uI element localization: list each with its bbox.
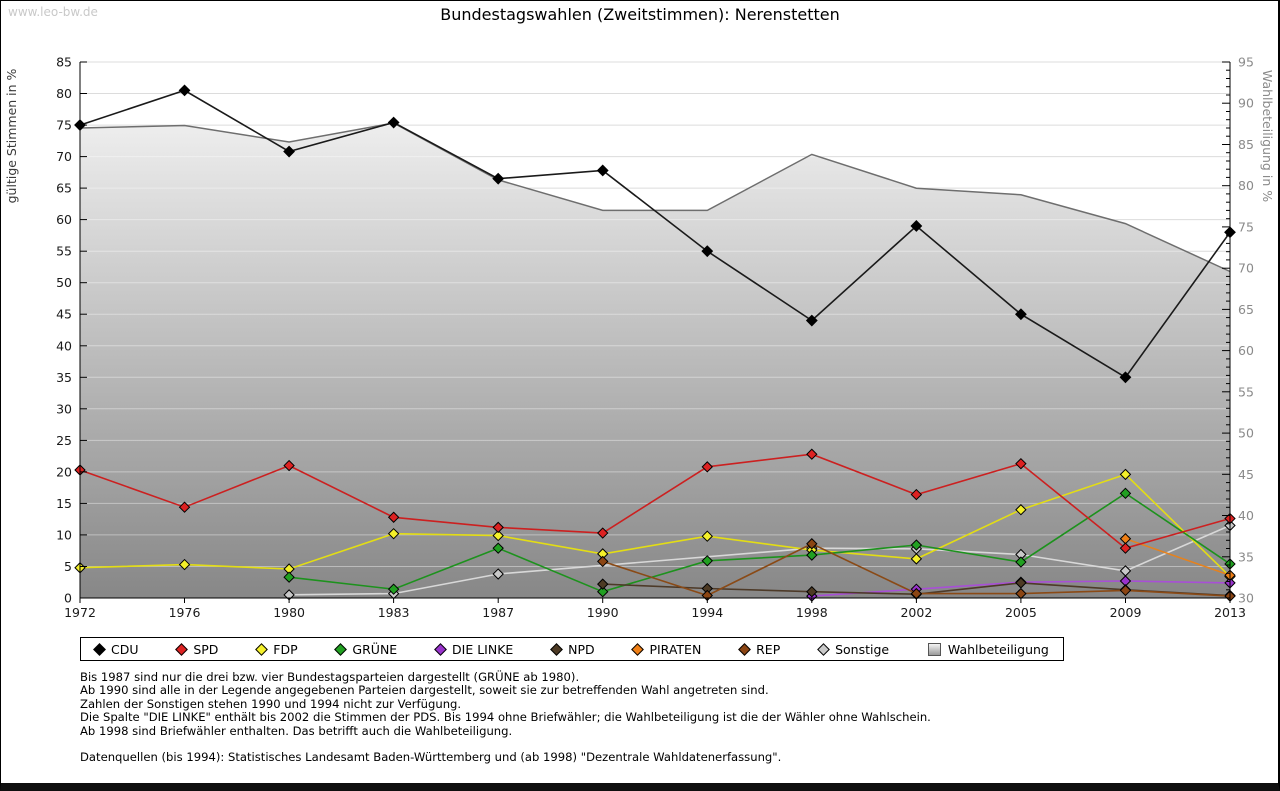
legend-label: Sonstige <box>835 641 890 657</box>
diamond-swatch-icon <box>738 642 751 656</box>
svg-text:55: 55 <box>56 244 72 259</box>
svg-text:15: 15 <box>56 496 72 511</box>
data-source-line: Datenquellen (bis 1994): Statistisches L… <box>80 750 782 765</box>
svg-text:1980: 1980 <box>273 605 305 620</box>
footnote-line: Bis 1987 sind nur die drei bzw. vier Bun… <box>80 670 580 684</box>
diamond-swatch-icon <box>817 642 830 656</box>
svg-text:75: 75 <box>1238 219 1254 234</box>
election-line-chart: 0 5 10 15 20 25 30 35 40 45 50 55 60 65 70 75 80 85 30 35 40… <box>4 55 1275 621</box>
svg-text:60: 60 <box>56 212 72 227</box>
legend-item-cdu: CDU <box>93 641 139 657</box>
svg-text:1972: 1972 <box>64 605 96 620</box>
diamond-swatch-icon <box>175 642 189 656</box>
svg-text:35: 35 <box>56 370 72 385</box>
svg-text:50: 50 <box>1238 426 1254 441</box>
legend-item-rep: REP <box>738 641 781 657</box>
svg-text:20: 20 <box>56 464 72 479</box>
svg-text:10: 10 <box>56 527 72 542</box>
svg-text:60: 60 <box>1238 343 1254 358</box>
svg-text:2013: 2013 <box>1214 605 1246 620</box>
legend-label: CDU <box>111 641 139 657</box>
chart-legend: CDU SPD FDP GRÜNE DIE LINKE NPD PIRATEN REP Sons… <box>80 637 1064 661</box>
legend-item-spd: SPD <box>175 641 219 657</box>
diamond-swatch-icon <box>255 642 269 656</box>
diamond-swatch-icon <box>631 642 645 656</box>
legend-item-grüne: GRÜNE <box>334 641 398 657</box>
footnote-line: Zahlen der Sonstigen stehen 1990 und 199… <box>80 696 462 711</box>
svg-text:Wahlbeteiligung in %: Wahlbeteiligung in % <box>1260 70 1275 202</box>
svg-text:80: 80 <box>1238 178 1254 193</box>
svg-text:75: 75 <box>56 118 72 133</box>
legend-label: GRÜNE <box>352 641 398 657</box>
svg-text:1994: 1994 <box>691 605 723 620</box>
svg-text:0: 0 <box>64 591 72 606</box>
svg-text:95: 95 <box>1238 55 1254 70</box>
legend-label: DIE LINKE <box>452 641 514 657</box>
legend-label: REP <box>756 641 781 657</box>
svg-text:5: 5 <box>64 559 72 574</box>
diamond-swatch-icon <box>434 642 447 656</box>
diamond-swatch-icon <box>334 642 348 656</box>
svg-text:85: 85 <box>1238 137 1254 152</box>
svg-text:85: 85 <box>56 55 72 70</box>
svg-text:55: 55 <box>1238 384 1254 399</box>
legend-label: NPD <box>568 641 595 657</box>
footnote-line: Ab 1990 sind alle in der Legende angegeb… <box>80 683 769 698</box>
svg-text:25: 25 <box>56 433 72 448</box>
legend-item-fdp: FDP <box>255 641 298 657</box>
footnote-line: Die Spalte "DIE LINKE" enthält bis 2002 … <box>80 710 931 725</box>
svg-text:2002: 2002 <box>900 605 932 620</box>
svg-text:1983: 1983 <box>378 605 410 620</box>
participation-swatch-icon <box>927 642 941 656</box>
svg-text:45: 45 <box>1238 467 1254 482</box>
legend-item-piraten: PIRATEN <box>631 641 702 657</box>
svg-text:30: 30 <box>56 401 72 416</box>
legend-label: SPD <box>193 641 219 657</box>
svg-text:70: 70 <box>1238 261 1254 276</box>
svg-text:1998: 1998 <box>796 605 828 620</box>
watermark: www.leo-bw.de <box>8 5 98 19</box>
svg-text:45: 45 <box>56 307 72 322</box>
svg-text:gültige Stimmen in %: gültige Stimmen in % <box>4 68 19 203</box>
legend-label: Wahlbeteiligung <box>947 641 1049 657</box>
svg-text:50: 50 <box>56 275 72 290</box>
svg-text:1987: 1987 <box>482 605 514 620</box>
svg-text:1990: 1990 <box>587 605 619 620</box>
svg-text:70: 70 <box>56 149 72 164</box>
svg-text:35: 35 <box>1238 549 1254 564</box>
diamond-swatch-icon <box>550 642 563 656</box>
legend-item-die-linke: DIE LINKE <box>434 641 514 657</box>
svg-text:30: 30 <box>1238 591 1254 606</box>
legend-item-wahlbeteiligung: Wahlbeteiligung <box>927 641 1049 657</box>
footnote-line: Ab 1998 sind Briefwähler enthalten. Das … <box>80 723 513 738</box>
svg-text:65: 65 <box>1238 302 1254 317</box>
legend-label: FDP <box>273 641 298 657</box>
legend-item-npd: NPD <box>550 641 595 657</box>
legend-label: PIRATEN <box>649 641 702 657</box>
svg-text:80: 80 <box>56 86 72 101</box>
svg-text:40: 40 <box>1238 508 1254 523</box>
svg-text:40: 40 <box>56 338 72 353</box>
svg-text:1976: 1976 <box>169 605 201 620</box>
svg-text:2005: 2005 <box>1005 605 1037 620</box>
svg-text:2009: 2009 <box>1110 605 1142 620</box>
legend-item-sonstige: Sonstige <box>817 641 890 657</box>
chart-title: Bundestagswahlen (Zweitstimmen): Nerenst… <box>440 5 840 24</box>
svg-text:90: 90 <box>1238 96 1254 111</box>
footnotes: Bis 1987 sind nur die drei bzw. vier Bun… <box>80 670 931 765</box>
diamond-swatch-icon <box>93 642 106 656</box>
svg-text:65: 65 <box>56 181 72 196</box>
